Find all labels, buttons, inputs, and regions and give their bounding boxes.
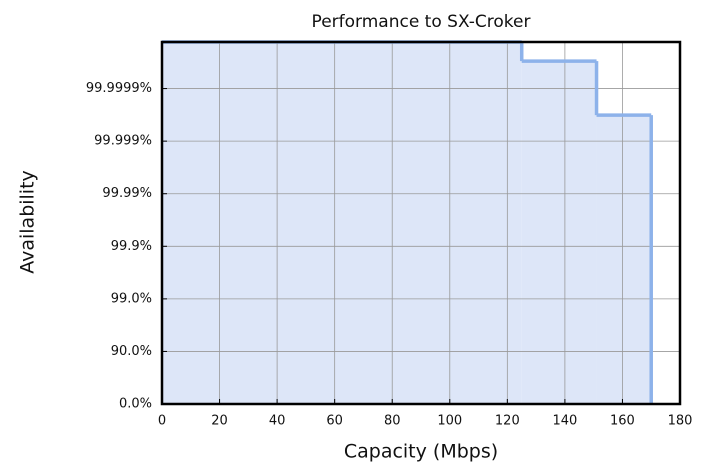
x-axis-label: Capacity (Mbps)	[344, 441, 498, 463]
area-fill	[596, 115, 652, 404]
x-tick-label: 120	[495, 414, 520, 429]
x-tick-label: 40	[269, 414, 286, 429]
chart-title: Performance to SX-Croker	[312, 12, 531, 32]
area-fill	[521, 61, 597, 405]
y-tick-label: 99.0%	[111, 291, 152, 306]
x-tick-label: 60	[326, 414, 343, 429]
area-fill	[162, 42, 522, 404]
x-tick-label: 0	[158, 414, 166, 429]
x-tick-label: 160	[610, 414, 635, 429]
x-tick-label: 140	[552, 414, 577, 429]
y-tick-label: 0.0%	[119, 397, 152, 412]
x-tick-label: 20	[211, 414, 228, 429]
y-tick-label: 90.0%	[111, 344, 152, 359]
y-tick-label: 99.99%	[102, 186, 152, 201]
y-axis-label: Availability	[17, 170, 39, 274]
y-tick-label: 99.999%	[94, 134, 152, 149]
x-tick-label: 80	[384, 414, 401, 429]
x-tick-label: 100	[437, 414, 462, 429]
plot-border	[160, 40, 682, 406]
y-tick-label: 99.9%	[111, 239, 152, 254]
y-tick-label: 99.9999%	[86, 81, 152, 96]
x-tick-label: 180	[668, 414, 693, 429]
